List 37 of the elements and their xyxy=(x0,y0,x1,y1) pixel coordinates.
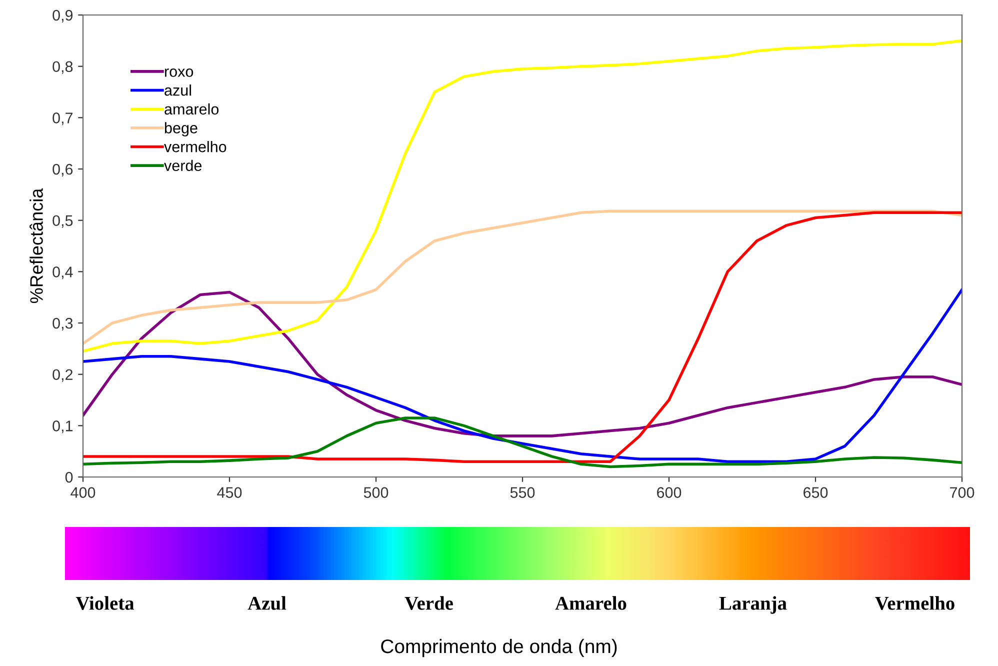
legend-label: azul xyxy=(164,84,191,96)
y-tick-label: 0,7 xyxy=(52,112,73,126)
line-series xyxy=(83,39,962,353)
x-tick-label: 650 xyxy=(804,487,828,498)
x-tick-label: 500 xyxy=(364,487,388,498)
y-tick-label: 0,5 xyxy=(52,215,73,228)
legend-label: bege xyxy=(164,122,198,136)
line-series xyxy=(83,211,962,463)
y-tick-label: 0,8 xyxy=(52,61,73,74)
text: Comprimento de onda (nm) xyxy=(381,638,617,658)
line-series xyxy=(83,416,962,468)
x-tick-label: 450 xyxy=(217,487,242,498)
legend-label: verde xyxy=(164,160,202,172)
y-tick-label: 0,9 xyxy=(52,10,73,22)
line-series xyxy=(83,210,962,345)
x-tick-label: 550 xyxy=(510,487,535,498)
y-tick-label: 0,6 xyxy=(52,164,73,176)
x-tick-label: 700 xyxy=(950,487,974,498)
text: Violeta xyxy=(76,596,134,610)
legend-label: roxo xyxy=(165,68,194,77)
y-tick-label: 0,1 xyxy=(52,420,73,434)
x-tick-label: 400 xyxy=(70,487,96,498)
line-series xyxy=(83,290,962,438)
text: Verde xyxy=(404,596,453,610)
line-series xyxy=(83,288,962,463)
y-tick-label: 0,2 xyxy=(52,369,73,382)
x-tick-label: 600 xyxy=(657,487,682,498)
legend-label: amarelo xyxy=(164,103,219,115)
y-axis-title: %Reflectância xyxy=(30,188,43,304)
y-tick-label: 0,4 xyxy=(52,266,73,280)
legend-label: vermelho xyxy=(164,141,226,152)
y-tick-label: 0,3 xyxy=(52,318,73,330)
text: Vermelho xyxy=(875,596,954,610)
text: Amarelo xyxy=(555,596,626,610)
text: Azul xyxy=(248,596,286,610)
y-tick-label: 0 xyxy=(65,472,73,483)
text: Laranja xyxy=(719,596,787,614)
